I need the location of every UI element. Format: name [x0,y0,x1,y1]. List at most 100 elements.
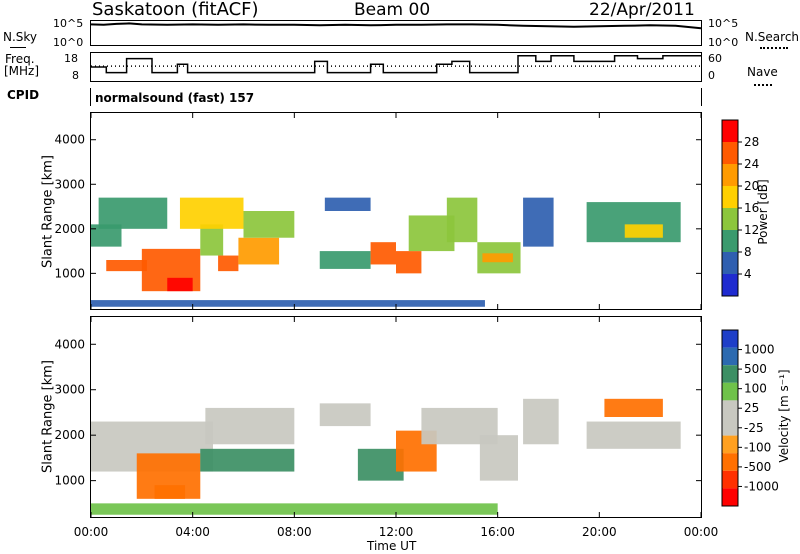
power-colorbar-tick-label: 16 [744,201,759,215]
velocity-region [479,435,518,481]
velocity-colorbar-cell [722,435,738,454]
power-ytick-label: 2000 [54,222,85,236]
velocity-colorbar-tick-label: 500 [744,362,767,376]
cpid-panel [90,88,702,106]
nave-label: Nave [747,65,778,79]
x-axis-title: Time UT [367,539,417,553]
velocity-colorbar-tick-label: -100 [744,440,771,454]
velocity-region [205,407,295,445]
velocity-region [91,503,498,515]
nsearch-ytick-low: 10^0 [708,36,739,49]
power-colorbar-cell [722,274,738,296]
velocity-colorbar-frame [721,329,739,507]
power-colorbar-tick-label: 4 [744,267,752,281]
velocity-region [604,398,663,417]
power-ytick-label: 3000 [54,177,85,191]
velocity-ytick-label: 2000 [54,428,85,442]
power-colorbar-tick-label: 28 [744,135,759,149]
power-colorbar-cell [722,120,738,142]
power-region [396,251,422,274]
x-tick-label: 20:00 [582,525,617,539]
power-region [370,242,396,265]
freq-label-line1: Freq. [5,52,35,66]
nave-ytick-high: 60 [708,52,722,65]
velocity-ytick-label: 1000 [54,474,85,488]
x-tick-label: 12:00 [379,525,414,539]
velocity-region [154,485,186,499]
power-region [624,224,663,238]
power-region [243,211,295,238]
velocity-colorbar-tick-label: 25 [744,401,759,415]
power-colorbar-cell [722,142,738,164]
power-region [179,197,244,229]
nsearch-legend-line [760,47,788,49]
power-region [91,300,485,307]
velocity-colorbar-tick-label: -1000 [744,479,779,493]
velocity-region [319,403,371,427]
power-region [106,260,147,272]
power-region [446,197,478,243]
velocity-colorbar-cell [722,365,738,383]
nave-legend-line [754,84,772,86]
velocity-region [200,448,295,472]
power-colorbar-cell [722,164,738,186]
cpid-label: CPID [7,88,40,102]
power-colorbar-tick-label: 8 [744,245,752,259]
power-region [218,255,239,272]
station-title: Saskatoon (fitACF) [92,0,259,20]
power-region [324,197,371,211]
nsky-legend-line [10,47,26,48]
noise-panel [90,20,702,46]
power-panel [90,112,702,310]
x-tick-label: 00:00 [684,525,719,539]
velocity-colorbar-cell [722,488,738,506]
power-colorbar-cell [722,186,738,208]
power-region [200,224,224,256]
velocity-colorbar-cell [722,330,738,348]
velocity-colorbar-cell [722,470,738,489]
x-tick-label: 00:00 [74,525,109,539]
power-region [238,237,280,265]
power-colorbar-tick-label: 20 [744,179,759,193]
power-colorbar-cell [722,230,738,252]
freq-panel [90,52,702,82]
velocity-colorbar-tick-label: -500 [744,460,771,474]
freq-ytick-low: 8 [72,69,79,82]
freq-line [91,55,701,74]
power-region [91,224,122,247]
x-tick-label: 16:00 [480,525,515,539]
power-colorbar-tick-label: 12 [744,223,759,237]
nsky-line [90,22,702,30]
power-region [482,253,513,263]
nsearch-ytick-high: 10^5 [708,17,739,30]
velocity-colorbar-cell [722,418,738,436]
velocity-colorbar-tick-label: 1000 [744,343,775,357]
velocity-colorbar-tick-label: 100 [744,382,767,396]
cpid-text: normalsound (fast) 157 [95,91,255,105]
date-title: 22/Apr/2011 [589,0,695,20]
power-colorbar-cell [722,252,738,274]
velocity-region [523,398,559,445]
power-colorbar-tick-label: 24 [744,157,759,171]
power-region [523,197,554,247]
velocity-ytick-label: 4000 [54,337,85,351]
freq-ytick-high: 18 [64,52,78,65]
nsky-label: N.Sky [3,30,38,44]
nsearch-label: N.Search [745,30,800,44]
power-ytick-label: 4000 [54,133,85,147]
nsky-ytick-high: 10^5 [53,17,84,30]
velocity-colorbar-tick-label: -25 [744,421,764,435]
x-tick-label: 04:00 [175,525,210,539]
velocity-colorbar-cell [722,453,738,471]
velocity-ytick-label: 3000 [54,383,85,397]
power-colorbar-cell [722,208,738,230]
power-ytick-label: 1000 [54,266,85,280]
power-region [98,197,168,229]
power-region [167,277,193,292]
freq-label-line2: [MHz] [4,64,40,78]
velocity-colorbar-cell [722,347,738,366]
x-tick-label: 08:00 [277,525,312,539]
velocity-colorbar-cell [722,400,738,418]
beam-title: Beam 00 [354,0,431,20]
